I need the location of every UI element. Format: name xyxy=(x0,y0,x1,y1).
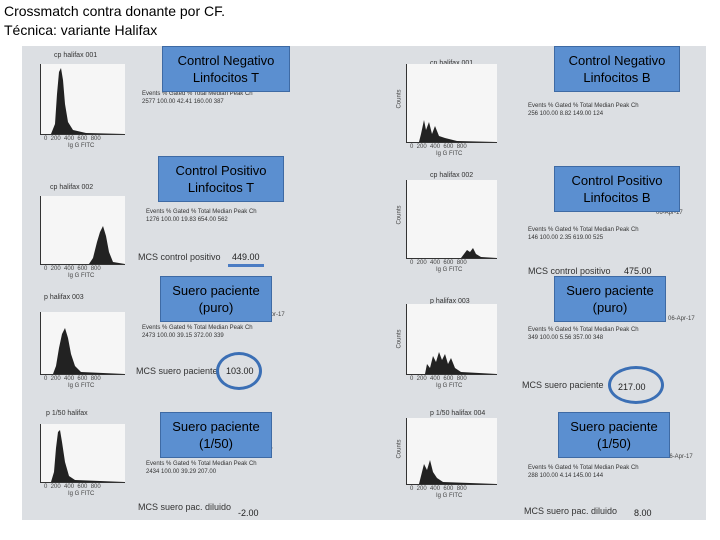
label-pos-t-line1: Control Positivo xyxy=(175,163,267,178)
file-name-r1r: cn halifax 001 xyxy=(430,60,473,67)
x-axis-r2r: Ig G FITC xyxy=(436,267,463,273)
tick-labels-r3r: 0 200 400 600 800 xyxy=(410,376,467,382)
label-pos-t-line2: Linfocitos T xyxy=(187,180,255,195)
stats-header-r3r: Events % Gated % Total Median Peak Ch xyxy=(528,327,639,333)
label-puro-b: Suero paciente (puro) xyxy=(554,276,666,322)
label-dil-t: Suero paciente (1/50) xyxy=(160,412,272,458)
x-axis-r4l: Ig G FITC xyxy=(68,491,95,497)
tick-labels-r4r: 0 200 400 600 800 xyxy=(410,486,467,492)
stats-values-r2r: 146 100.00 2.35 619.00 525 xyxy=(528,235,604,241)
label-pos-b-line1: Control Positivo xyxy=(571,173,663,188)
page-subtitle: Técnica: variante Halifax xyxy=(4,22,158,38)
histogram-r4l xyxy=(40,424,125,483)
stats-values-r4r: 288 100.00 4.14 145.00 144 xyxy=(528,473,604,479)
mcs-dil-value-b: 8.00 xyxy=(634,508,652,518)
x-axis-r4r: Ig G FITC xyxy=(436,493,463,499)
label-puro-t-line1: Suero paciente xyxy=(172,283,260,298)
stats-header-r3l: Events % Gated % Total Median Peak Ch xyxy=(142,325,253,331)
mcs-puro-circle-b xyxy=(608,366,664,404)
label-dil-b-line2: (1/50) xyxy=(597,436,631,451)
date-r3r: 06-Apr-17 xyxy=(668,316,695,322)
tick-labels-r1l: 0 200 400 600 800 xyxy=(44,136,101,142)
mcs-puro-label-b: MCS suero paciente xyxy=(522,380,604,390)
mcs-puro-label-t: MCS suero paciente xyxy=(136,366,218,376)
stats-values-r2l: 1276 100.00 19.83 654.00 562 xyxy=(146,217,228,223)
stats-header-r1l: Events % Gated % Total Median Peak Ch xyxy=(142,91,253,97)
label-dil-t-line2: (1/50) xyxy=(199,436,233,451)
histogram-r3r xyxy=(406,304,497,375)
label-puro-b-line2: (puro) xyxy=(592,300,628,315)
y-axis-r1r: Counts xyxy=(396,89,403,109)
histogram-r1r xyxy=(406,64,497,143)
y-axis-r3r: Counts xyxy=(396,329,403,349)
label-dil-b-line1: Suero paciente xyxy=(570,419,658,434)
file-name-r4l: p 1/50 halifax xyxy=(46,410,88,417)
x-axis-r2l: Ig G FITC xyxy=(68,273,95,279)
label-pos-b: Control Positivo Linfocitos B xyxy=(554,166,680,212)
histogram-r3l xyxy=(40,312,125,375)
y-axis-r2r: Counts xyxy=(396,205,403,225)
label-puro-b-line1: Suero paciente xyxy=(566,283,654,298)
page-title: Crossmatch contra donante por CF. xyxy=(4,3,225,19)
label-neg-t-line2: Linfocitos T xyxy=(192,70,260,85)
label-pos-t: Control Positivo Linfocitos T xyxy=(158,156,284,202)
label-neg-t: Control Negativo Linfocitos T xyxy=(162,46,290,92)
tick-labels-r4l: 0 200 400 600 800 xyxy=(44,484,101,490)
date-r2r: 06-Apr-17 xyxy=(656,210,683,216)
mcs-pos-label-t: MCS control positivo xyxy=(138,252,221,262)
tick-labels-r2l: 0 200 400 600 800 xyxy=(44,266,101,272)
mcs-dil-label-b: MCS suero pac. diluido xyxy=(524,506,618,516)
histogram-r2l xyxy=(40,196,125,265)
histogram-r1l xyxy=(40,64,125,135)
file-name-r2l: cp halifax 002 xyxy=(50,184,94,191)
label-neg-b: Control Negativo Linfocitos B xyxy=(554,46,680,92)
stats-header-r4l: Events % Gated % Total Median Peak Ch xyxy=(146,461,257,467)
mcs-pos-underline-t xyxy=(228,264,264,267)
label-neg-b-line1: Control Negativo xyxy=(568,53,666,68)
stats-header-r2l: Events % Gated % Total Median Peak Ch xyxy=(146,209,257,215)
mcs-dil-label-t: MCS suero pac. diluido xyxy=(138,502,232,512)
label-neg-t-line1: Control Negativo xyxy=(177,53,275,68)
x-axis-r3r: Ig G FITC xyxy=(436,383,463,389)
mcs-puro-circle-t xyxy=(216,352,262,390)
label-puro-t: Suero paciente (puro) xyxy=(160,276,272,322)
file-name-r1l: cp halifax 001 xyxy=(54,52,98,59)
stats-header-r1r: Events % Gated % Total Median Peak Ch xyxy=(528,103,639,109)
y-axis-r4r: Counts xyxy=(396,439,403,459)
tick-labels-r1r: 0 200 400 600 800 xyxy=(410,144,467,150)
label-puro-t-line2: (puro) xyxy=(198,300,234,315)
mcs-pos-label-b: MCS control positivo xyxy=(528,266,611,276)
stats-values-r3l: 2473 100.00 39.15 372.00 339 xyxy=(142,333,224,339)
file-name-r3l: p halifax 003 xyxy=(44,294,84,301)
histogram-r2r xyxy=(406,180,497,259)
stats-values-r1r: 256 100.00 8.82 149.00 124 xyxy=(528,111,604,117)
mcs-dil-value-t: -2.00 xyxy=(238,508,259,518)
file-name-r3r: p halifax 003 xyxy=(430,298,470,305)
label-dil-t-line1: Suero paciente xyxy=(172,419,260,434)
file-name-r4r: p 1/50 halifax 004 xyxy=(430,410,486,417)
tick-labels-r3l: 0 200 400 600 800 xyxy=(44,376,101,382)
stats-values-r1l: 2577 100.00 42.41 160.00 387 xyxy=(142,99,224,105)
stats-values-r4l: 2434 100.00 39.29 207.00 xyxy=(146,469,217,475)
tick-labels-r2r: 0 200 400 600 800 xyxy=(410,260,467,266)
file-name-r2r: cp halifax 002 xyxy=(430,172,474,179)
mcs-pos-value-b: 475.00 xyxy=(624,266,652,276)
x-axis-r1r: Ig G FITC xyxy=(436,151,463,157)
label-dil-b: Suero paciente (1/50) xyxy=(558,412,670,458)
mcs-pos-value-t: 449.00 xyxy=(232,252,260,262)
label-pos-b-line2: Linfocitos B xyxy=(583,190,651,205)
x-axis-r1l: Ig G FITC xyxy=(68,143,95,149)
histogram-r4r xyxy=(406,418,497,485)
label-neg-b-line2: Linfocitos B xyxy=(583,70,651,85)
date-r4r: 06-Apr-17 xyxy=(666,454,693,460)
x-axis-r3l: Ig G FITC xyxy=(68,383,95,389)
stats-header-r4r: Events % Gated % Total Median Peak Ch xyxy=(528,465,639,471)
stats-values-r3r: 349 100.00 5.56 357.00 348 xyxy=(528,335,604,341)
stats-header-r2r: Events % Gated % Total Median Peak Ch xyxy=(528,227,639,233)
